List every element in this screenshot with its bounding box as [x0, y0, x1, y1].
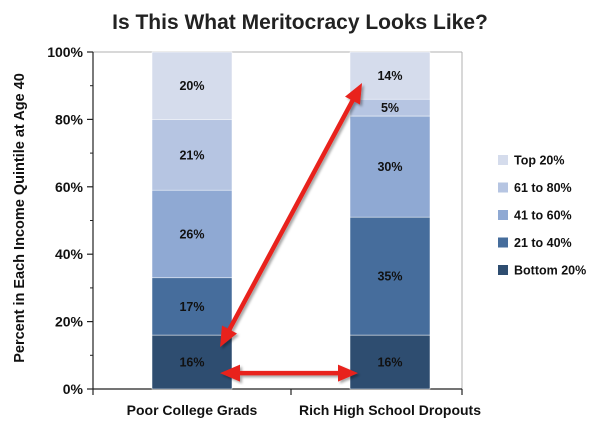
double-arrow-annotation	[220, 83, 362, 348]
bar-segment-label: 30%	[377, 160, 402, 174]
legend-swatch	[498, 155, 508, 165]
legend-swatch	[498, 210, 508, 220]
legend-label: 61 to 80%	[514, 181, 572, 195]
arrow-head	[220, 325, 237, 348]
bar-segment	[349, 51, 431, 100]
y-tick-label: 20%	[55, 314, 84, 330]
bar-segment-label: 14%	[377, 69, 402, 83]
legend-label: Bottom 20%	[514, 264, 586, 278]
y-tick-label: 80%	[55, 111, 84, 127]
arrow-head	[345, 83, 362, 105]
bar-segment-label: 21%	[179, 148, 204, 162]
y-tick-label: 0%	[63, 381, 84, 397]
y-axis-label: Percent in Each Income Quintile at Age 4…	[12, 73, 28, 363]
bar-segment-label: 17%	[179, 300, 204, 314]
bar-segment	[151, 119, 233, 191]
legend-label: Top 20%	[514, 154, 564, 168]
y-tick-label: 100%	[47, 44, 83, 60]
bar-segment-label: 20%	[179, 79, 204, 93]
bar-segment	[349, 115, 431, 218]
bar-segment	[349, 334, 431, 390]
x-category-label: Rich High School Dropouts	[299, 402, 481, 418]
bar-segment	[151, 51, 233, 120]
legend-swatch	[498, 182, 508, 193]
legend-label: 41 to 60%	[514, 209, 572, 223]
arrow-shaft	[225, 96, 357, 335]
y-tick-label: 60%	[55, 179, 84, 195]
bar-segment-label: 16%	[377, 356, 402, 370]
double-arrow-annotation	[220, 364, 358, 382]
arrow-head	[220, 364, 240, 382]
chart-title: Is This What Meritocracy Looks Like?	[112, 11, 488, 34]
legend-swatch	[498, 237, 508, 248]
bar-segment	[349, 216, 431, 336]
bar-segment-label: 16%	[179, 356, 204, 370]
bar-segment-label: 26%	[179, 227, 204, 241]
bar-segment-label: 35%	[377, 270, 402, 284]
x-category-label: Poor College Grads	[127, 402, 258, 418]
y-tick-label: 40%	[55, 246, 84, 262]
legend-swatch	[498, 265, 508, 275]
arrow-head	[338, 364, 358, 382]
legend-label: 21 to 40%	[514, 236, 572, 250]
bar-segment-label: 5%	[381, 101, 399, 115]
